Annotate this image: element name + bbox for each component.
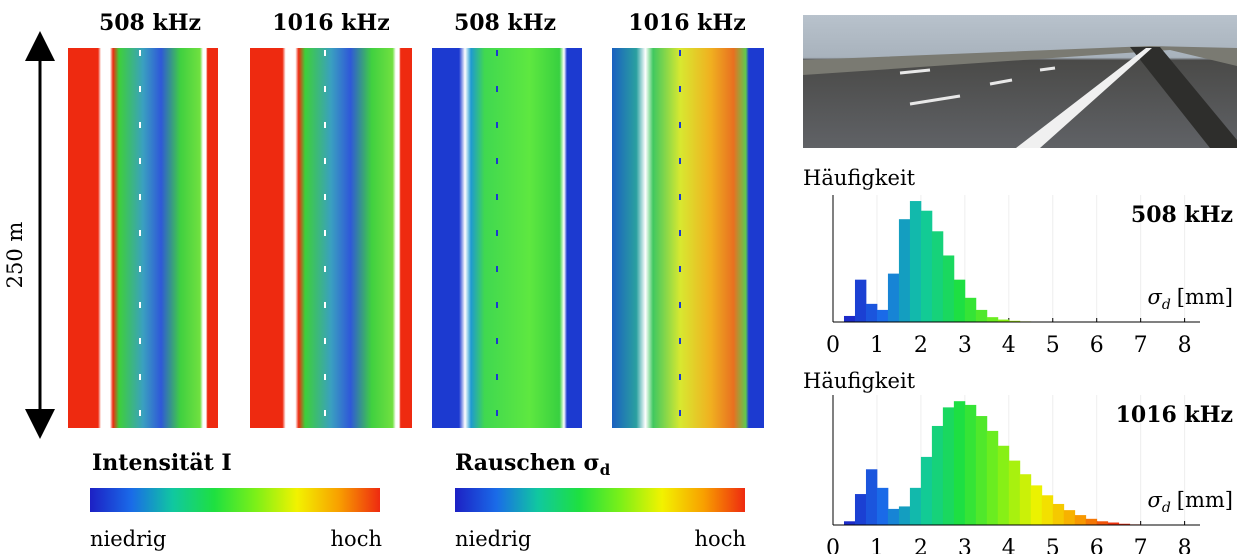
- histogram-bar: [865, 303, 878, 322]
- histogram-bar: [964, 297, 977, 322]
- histogram-label: 1016 kHz: [1116, 402, 1233, 428]
- histogram-bar: [843, 521, 856, 525]
- histogram-label: 508 kHz: [1131, 202, 1233, 228]
- point-cloud: [250, 48, 412, 428]
- histogram-bar: [931, 231, 944, 322]
- histogram-bar: [953, 401, 966, 525]
- y-axis-label: Häufigkeit: [803, 166, 916, 190]
- x-tick-label: 1: [870, 333, 884, 358]
- histogram-bar: [1041, 495, 1054, 525]
- histogram-bar: [997, 445, 1010, 525]
- legend-high: hoch: [695, 527, 746, 551]
- histogram-bar: [1118, 523, 1131, 525]
- histogram-bar: [898, 506, 911, 525]
- histogram-bar: [854, 494, 867, 525]
- x-tick-label: 1: [870, 536, 884, 554]
- histogram-bar: [876, 309, 889, 322]
- panel-title: 508 kHz: [99, 10, 201, 36]
- histogram-bar: [843, 315, 856, 322]
- histogram-bar: [887, 273, 900, 322]
- x-label-subscript: d: [1162, 500, 1171, 516]
- histogram-bar: [1063, 510, 1076, 525]
- histogram-bar: [975, 309, 988, 322]
- legend-low: niedrig: [90, 527, 166, 551]
- x-label-unit: [mm]: [1177, 488, 1233, 512]
- x-label-unit: [mm]: [1177, 285, 1233, 309]
- legend-title-subscript: d: [600, 461, 611, 479]
- histogram-bar: [909, 201, 922, 322]
- panel-title: 1016 kHz: [272, 10, 389, 36]
- x-tick-label: 4: [1002, 333, 1016, 358]
- x-tick-label: 2: [914, 536, 928, 554]
- panel-title: 1016 kHz: [628, 10, 745, 36]
- histogram-bar: [1085, 518, 1098, 525]
- histogram-bar: [1052, 503, 1065, 525]
- x-tick-label: 6: [1090, 536, 1104, 554]
- x-tick-label: 7: [1134, 333, 1148, 358]
- x-tick-label: 8: [1178, 333, 1192, 358]
- histogram-bar: [920, 210, 933, 322]
- histogram-bar: [865, 469, 878, 525]
- histogram-bar: [986, 317, 999, 322]
- histogram-bar: [964, 404, 977, 525]
- x-tick-label: 5: [1046, 333, 1060, 358]
- legend-title-text: Rauschen σ: [455, 450, 600, 476]
- histogram-bar: [876, 487, 889, 525]
- histogram-bar: [997, 319, 1010, 322]
- histogram-bar: [986, 430, 999, 525]
- histogram-bar: [898, 219, 911, 322]
- histogram-bar: [931, 425, 944, 525]
- x-axis-label: σd [mm]: [1147, 285, 1233, 313]
- panel-title: 508 kHz: [454, 10, 556, 36]
- histogram-bar: [920, 456, 933, 525]
- x-label-subscript: d: [1162, 297, 1171, 313]
- histogram-bar: [854, 279, 867, 322]
- x-tick-label: 5: [1046, 536, 1060, 554]
- histogram-bar: [1107, 522, 1120, 525]
- histogram-bar: [942, 407, 955, 525]
- legend-title: Rauschen σd: [455, 450, 611, 479]
- point-cloud: [612, 48, 764, 428]
- histogram-bar: [942, 255, 955, 322]
- histogram-bar: [1008, 320, 1021, 322]
- x-tick-label: 0: [826, 333, 840, 358]
- histogram-bar: [1008, 460, 1021, 525]
- point-cloud: [68, 48, 218, 428]
- x-tick-label: 3: [958, 536, 972, 554]
- legend-high: hoch: [331, 527, 382, 551]
- x-label-symbol: σ: [1147, 488, 1162, 512]
- scale-label: 250 m: [3, 222, 27, 289]
- histogram-bar: [1096, 521, 1109, 525]
- histogram-bar: [975, 416, 988, 525]
- x-tick-label: 4: [1002, 536, 1016, 554]
- x-axis-label: σd [mm]: [1147, 488, 1233, 516]
- y-axis-label: Häufigkeit: [803, 369, 916, 393]
- x-tick-label: 6: [1090, 333, 1104, 358]
- legend-title: Intensität I: [92, 450, 232, 476]
- colorbar: [90, 488, 380, 512]
- legend-low: niedrig: [455, 527, 531, 551]
- x-tick-label: 0: [826, 536, 840, 554]
- histogram-bar: [1074, 515, 1087, 525]
- x-tick-label: 2: [914, 333, 928, 358]
- point-cloud: [432, 48, 582, 428]
- histogram-bar: [1030, 485, 1043, 525]
- histogram-bar: [1019, 474, 1032, 525]
- histogram-bar: [887, 508, 900, 525]
- histogram-bar: [953, 279, 966, 322]
- road-photo: [803, 15, 1237, 148]
- x-tick-label: 8: [1178, 536, 1192, 554]
- histogram-bar: [909, 487, 922, 525]
- colorbar: [455, 488, 745, 512]
- x-label-symbol: σ: [1147, 285, 1162, 309]
- x-tick-label: 7: [1134, 536, 1148, 554]
- x-tick-label: 3: [958, 333, 972, 358]
